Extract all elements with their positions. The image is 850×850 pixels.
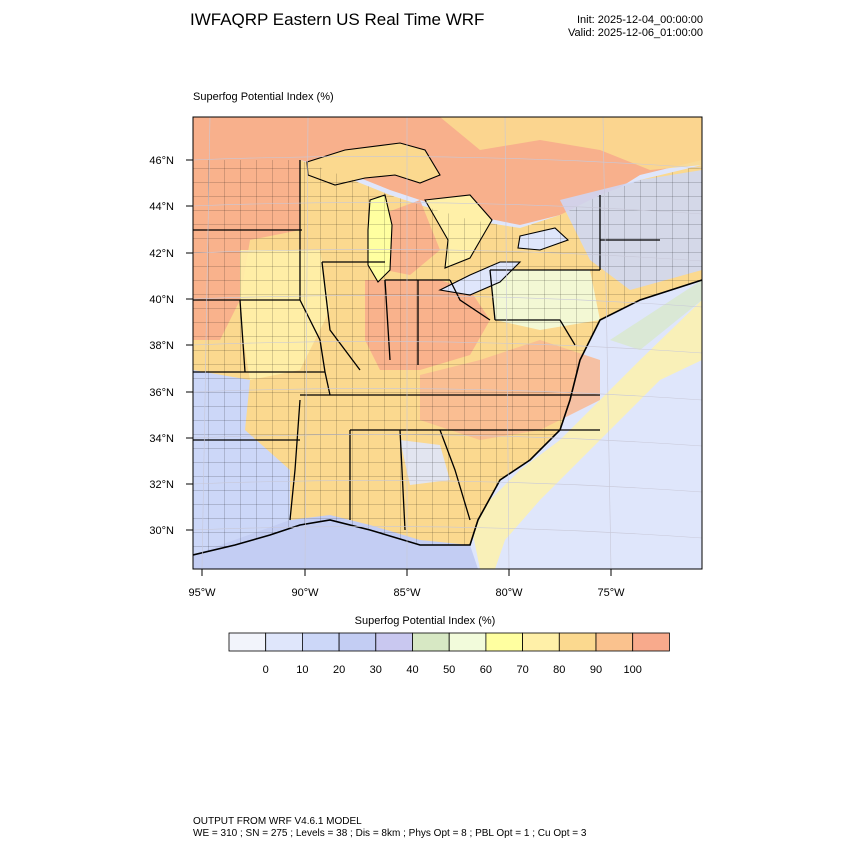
lat-label: 42°N xyxy=(149,248,174,260)
colorbar-tick-label: 40 xyxy=(406,664,418,676)
lat-label: 38°N xyxy=(149,340,174,352)
plot-variable-label: Superfog Potential Index (%) xyxy=(193,91,334,103)
colorbar-tick-label: 20 xyxy=(333,664,345,676)
colorbar: 0 10 20 30 40 50 60 70 80 90 100 xyxy=(228,632,670,676)
chart-title: IWFAQRP Eastern US Real Time WRF xyxy=(190,10,485,29)
colorbar-swatch xyxy=(265,632,303,652)
lon-label: 80°W xyxy=(495,587,523,599)
colorbar-swatch xyxy=(338,632,377,652)
lat-label: 30°N xyxy=(149,525,174,537)
lon-label: 85°W xyxy=(393,587,421,599)
colorbar-tick-label: 80 xyxy=(553,664,565,676)
state-borders xyxy=(193,160,660,531)
latitude-axis: 46°N 44°N 42°N 40°N 38°N 36°N 34°N 32°N … xyxy=(149,155,193,537)
colorbar-tick-label: 100 xyxy=(624,664,642,676)
lon-label: 90°W xyxy=(291,587,319,599)
map-frame xyxy=(192,116,703,570)
colorbar-swatch xyxy=(412,632,450,652)
lat-label: 44°N xyxy=(149,201,174,213)
lat-label: 40°N xyxy=(149,294,174,306)
colorbar-tick-label: 70 xyxy=(516,664,528,676)
colorbar-tick-label: 50 xyxy=(443,664,455,676)
colorbar-tick-label: 0 xyxy=(263,664,269,676)
init-time: Init: 2025-12-04_00:00:00 xyxy=(577,14,703,26)
colorbar-swatch xyxy=(301,632,340,652)
map-field xyxy=(193,117,702,569)
colorbar-swatch xyxy=(558,632,597,652)
colorbar-swatch xyxy=(448,632,487,652)
colorbar-swatch xyxy=(485,632,523,652)
colorbar-swatch xyxy=(228,632,267,652)
model-info-line2: WE = 310 ; SN = 275 ; Levels = 38 ; Dis … xyxy=(193,828,587,839)
colorbar-tick-label: 10 xyxy=(296,664,308,676)
lat-label: 36°N xyxy=(149,387,174,399)
colorbar-swatch xyxy=(375,632,413,652)
colorbar-title: Superfog Potential Index (%) xyxy=(354,615,496,627)
valid-time: Valid: 2025-12-06_01:00:00 xyxy=(568,27,703,39)
colorbar-tick-label: 60 xyxy=(480,664,492,676)
coastline xyxy=(193,279,702,556)
lat-label: 32°N xyxy=(149,479,174,491)
lon-label: 95°W xyxy=(188,587,216,599)
colorbar-swatch xyxy=(632,632,670,652)
graticule xyxy=(193,117,702,569)
lon-label: 75°W xyxy=(597,587,625,599)
longitude-axis: 95°W 90°W 85°W 80°W 75°W xyxy=(188,569,625,599)
colorbar-tick-label: 90 xyxy=(590,664,602,676)
model-info-line1: OUTPUT FROM WRF V4.6.1 MODEL xyxy=(193,816,362,827)
lat-label: 34°N xyxy=(149,433,174,445)
colorbar-tick-label: 30 xyxy=(370,664,382,676)
colorbar-swatch xyxy=(522,632,560,652)
colorbar-swatch xyxy=(595,632,634,652)
lat-label: 46°N xyxy=(149,155,174,167)
